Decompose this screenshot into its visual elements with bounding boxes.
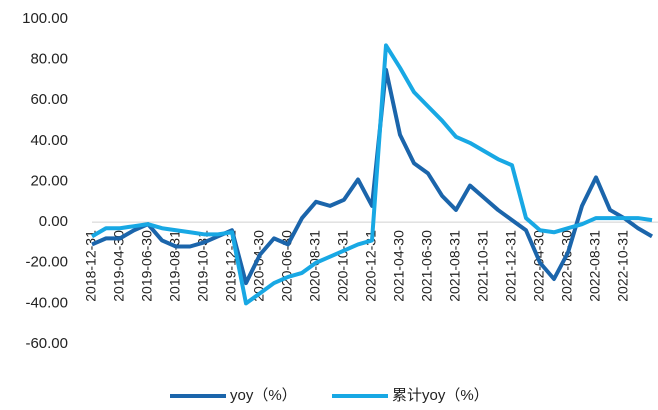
y-tick-label: -60.00 — [25, 335, 68, 352]
x-tick-label: 2018-12-31 — [83, 230, 99, 302]
x-tick-label: 2021-10-31 — [475, 230, 491, 302]
x-tick-label: 2019-08-31 — [167, 230, 183, 302]
x-tick-label: 2020-12-31 — [363, 230, 379, 302]
x-tick-label: 2021-04-30 — [391, 230, 407, 302]
x-tick-label: 2020-04-30 — [251, 230, 267, 302]
y-tick-label: 20.00 — [30, 172, 68, 189]
legend-label: yoy（%） — [230, 387, 297, 404]
x-tick-label: 2019-06-30 — [139, 230, 155, 302]
y-tick-label: 40.00 — [30, 132, 68, 149]
y-tick-label: -20.00 — [25, 254, 68, 271]
x-tick-label: 2021-06-30 — [419, 230, 435, 302]
x-tick-label: 2020-10-31 — [335, 230, 351, 302]
series-line — [91, 67, 654, 286]
x-tick-label: 2021-08-31 — [447, 230, 463, 302]
y-tick-label: -40.00 — [25, 294, 68, 311]
y-tick-label: 80.00 — [30, 51, 68, 68]
x-tick-label: 2021-12-31 — [503, 230, 519, 302]
legend-label: 累计yoy（%） — [392, 387, 489, 404]
y-tick-label: 0.00 — [39, 213, 68, 230]
y-tick-label: 60.00 — [30, 91, 68, 108]
x-tick-label: 2019-10-31 — [195, 230, 211, 302]
y-tick-label: 100.00 — [22, 10, 68, 27]
x-tick-label: 2022-08-31 — [587, 230, 603, 302]
series-line — [90, 43, 653, 306]
x-tick-label: 2022-10-31 — [615, 230, 631, 302]
x-tick-label: 2019-04-30 — [111, 230, 127, 302]
x-tick-label: 2020-06-30 — [279, 230, 295, 302]
